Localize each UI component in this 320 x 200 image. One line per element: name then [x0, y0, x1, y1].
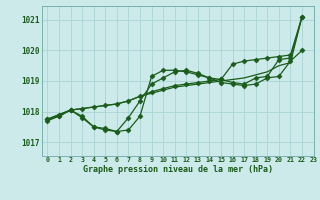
X-axis label: Graphe pression niveau de la mer (hPa): Graphe pression niveau de la mer (hPa): [83, 165, 273, 174]
